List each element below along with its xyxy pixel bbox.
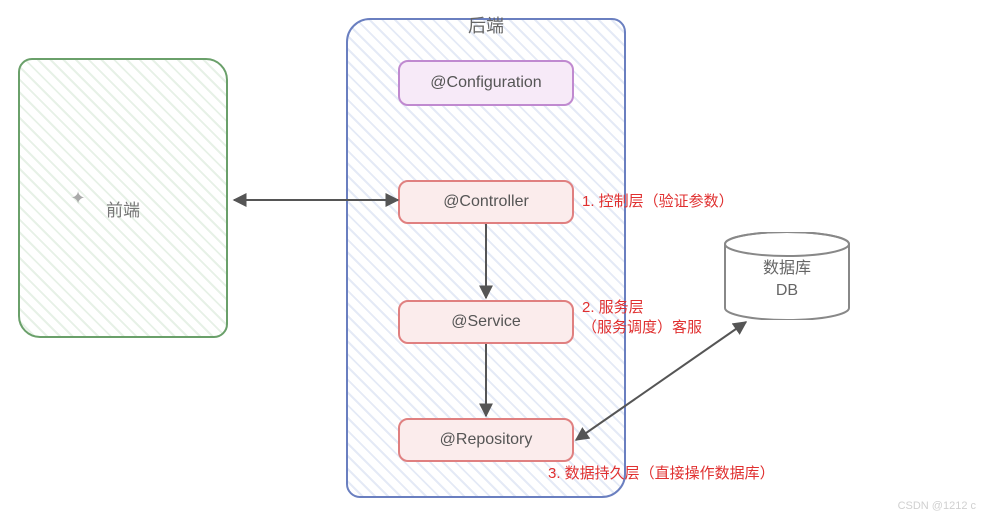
annotation-3: 3. 数据持久层（直接操作数据库） (548, 464, 775, 484)
node-repository: @Repository (398, 418, 574, 462)
node-label: @Configuration (430, 74, 541, 92)
frontend-container: ✦ 前端 (18, 58, 228, 338)
node-label: @Controller (443, 193, 529, 211)
node-label: @Service (451, 313, 521, 331)
database-label: 数据库 DB (722, 232, 852, 303)
node-configuration: @Configuration (398, 60, 574, 106)
frontend-label: 前端 (20, 196, 226, 221)
backend-title: 后端 (348, 12, 624, 38)
node-service: @Service (398, 300, 574, 344)
node-label: @Repository (440, 431, 533, 449)
watermark: CSDN @1212 c (898, 500, 976, 512)
database-title: 数据库 (763, 260, 811, 277)
database-subtitle: DB (776, 282, 798, 299)
node-controller: @Controller (398, 180, 574, 224)
annotation-1: 1. 控制层（验证参数） (582, 192, 734, 212)
annotation-2: 2. 服务层 （服务调度）客服 (582, 298, 702, 339)
